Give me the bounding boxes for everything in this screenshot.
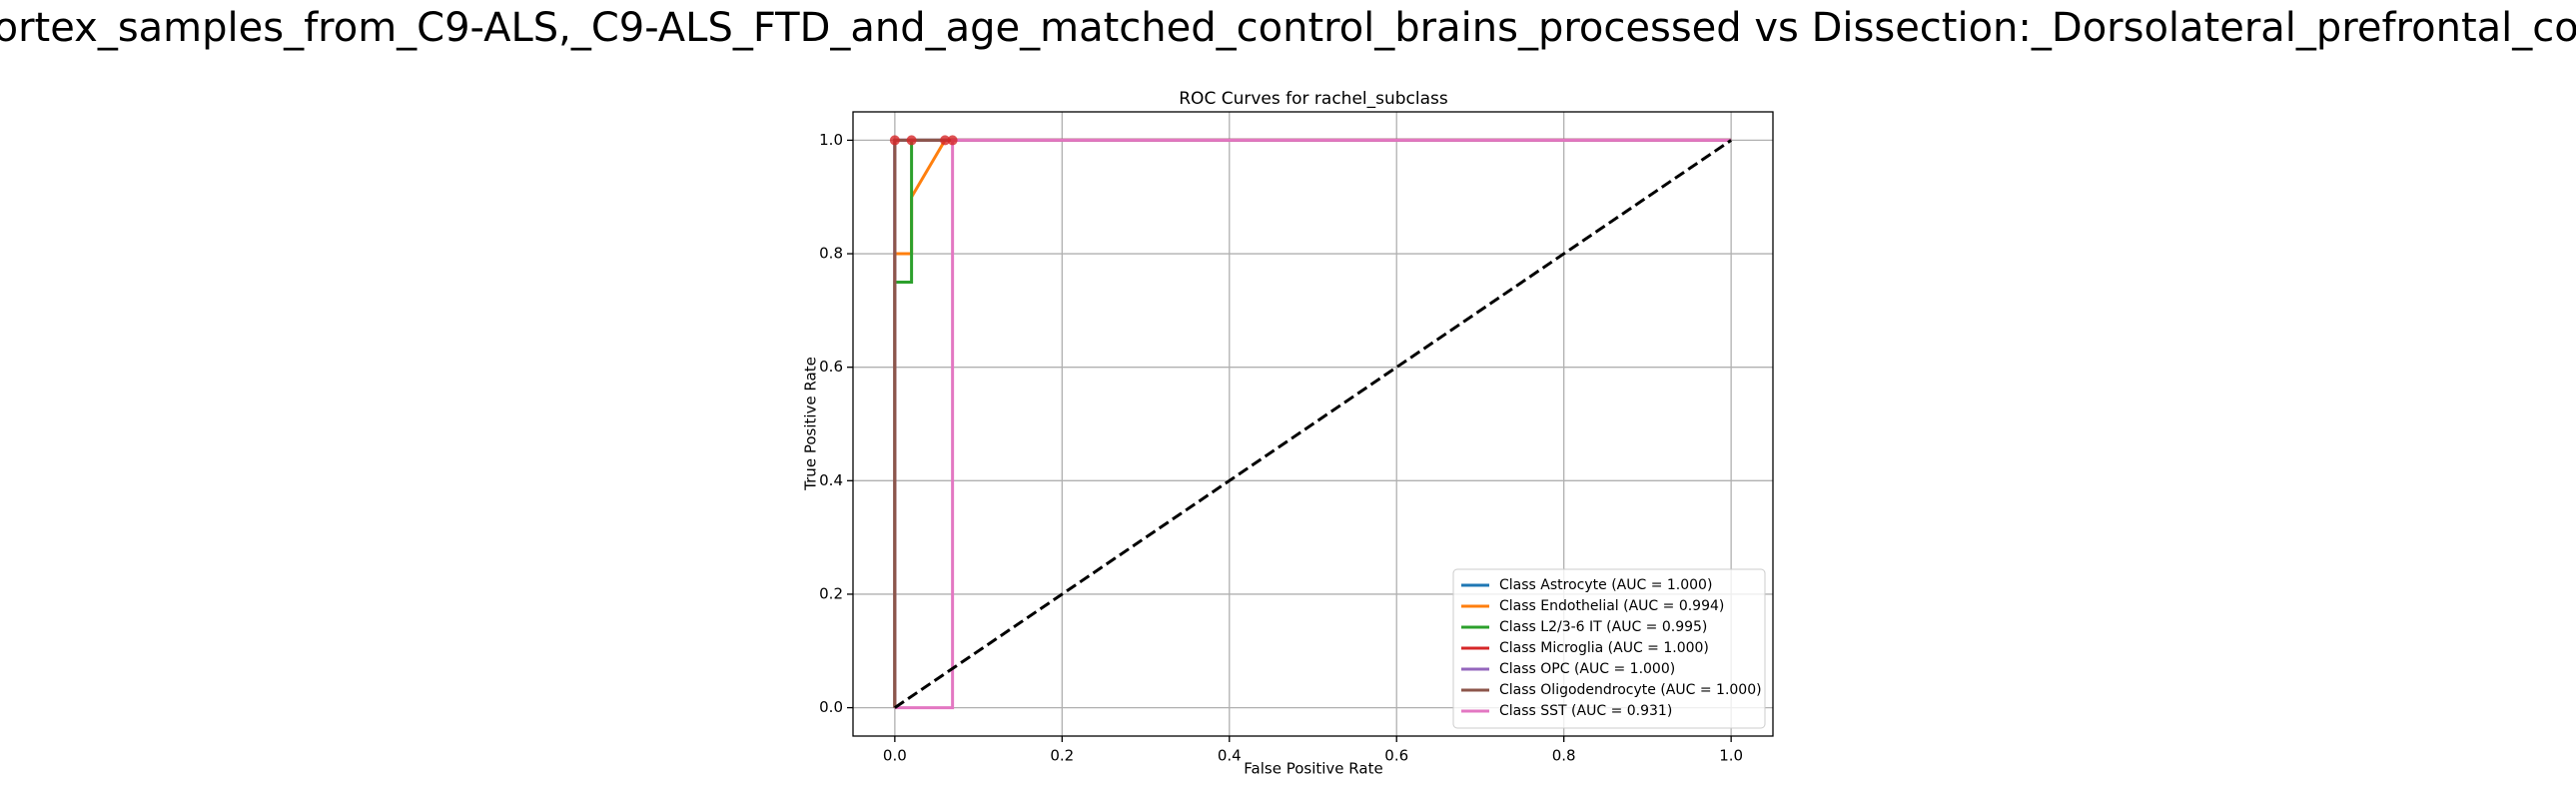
x-tick-label: 0.0 [883,747,907,765]
x-tick-label: 0.8 [1552,747,1576,765]
legend-box [1452,568,1766,729]
x-tick-label: 0.4 [1218,747,1242,765]
diagonal-line [894,139,1732,709]
y-axis-label: True Positive Rate [802,357,820,491]
marker [906,135,917,146]
marker [940,135,951,146]
x-axis-label: False Positive Rate [1244,760,1382,778]
marker [947,135,958,146]
plot-frame [852,111,1774,737]
legend-label: Class Oligodendrocyte (AUC = 1.000) [1499,682,1762,698]
x-tick-label: 0.2 [1050,747,1074,765]
legend-label: Class Astrocyte (AUC = 1.000) [1499,577,1712,593]
marker [889,135,900,146]
y-tick-label: 0.8 [819,245,843,263]
legend-label: Class Microglia (AUC = 1.000) [1499,640,1709,656]
legend-label: Class Endothelial (AUC = 0.994) [1499,598,1724,614]
legend: Class Astrocyte (AUC = 1.000) Class Endot… [1452,568,1766,729]
x-tick-label: 0.6 [1384,747,1408,765]
legend-label: Class L2/3-6 IT (AUC = 0.995) [1499,619,1707,635]
roc-curve [894,138,1732,710]
y-tick-label: 1.0 [819,131,843,149]
y-tick-label: 0.0 [819,698,843,716]
y-tick-label: 0.4 [819,471,843,489]
chart-title: ROC Curves for rachel_subclass [1179,89,1448,109]
legend-label: Class SST (AUC = 0.931) [1499,703,1672,719]
y-tick-label: 0.6 [819,358,843,376]
x-tick-label: 1.0 [1719,747,1743,765]
legend-label: Class OPC (AUC = 1.000) [1499,661,1675,677]
figure-title: Frontal_cortex_samples_from_C9-ALS,_C9-A… [0,5,2576,51]
y-tick-label: 0.2 [819,584,843,602]
